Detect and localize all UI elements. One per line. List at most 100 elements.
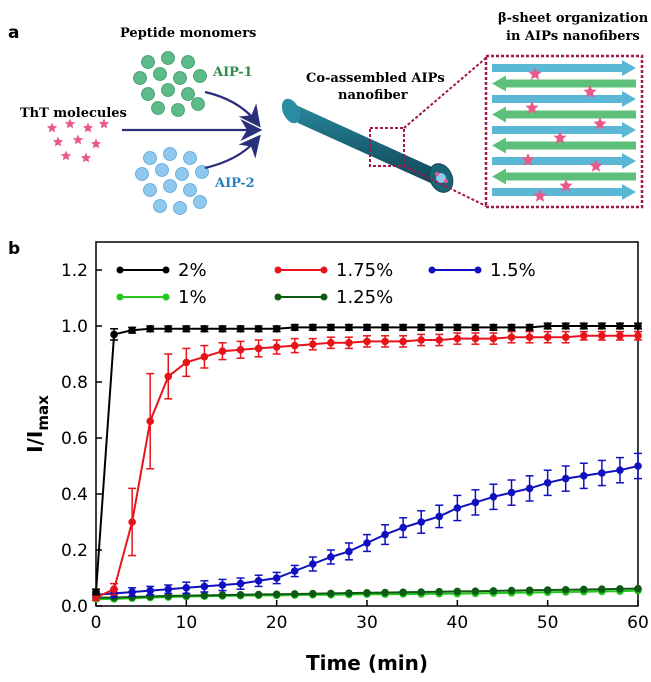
aip2-monomer: [183, 151, 197, 165]
legend-swatch-dot: [320, 293, 328, 301]
x-tick-label: 30: [356, 613, 378, 633]
legend-label: 1.75%: [336, 260, 393, 281]
data-point: [128, 518, 136, 526]
y-axis-title: I/Imax: [23, 395, 52, 453]
aip2-monomer: [173, 201, 187, 215]
data-point: [327, 339, 335, 347]
data-point: [598, 585, 606, 593]
data-point: [146, 586, 154, 595]
data-point: [381, 337, 389, 346]
data-point: [110, 585, 118, 593]
aip1-monomer: [141, 87, 155, 101]
data-point: [399, 323, 407, 332]
data-point: [580, 332, 588, 340]
data-point: [272, 343, 281, 351]
x-tick-label: 20: [266, 613, 288, 633]
data-point: [164, 585, 173, 593]
data-point: [435, 587, 444, 596]
data-point: [580, 322, 588, 330]
data-point: [561, 474, 570, 483]
data-point: [543, 479, 552, 487]
data-point: [309, 340, 317, 349]
data-point: [634, 332, 642, 340]
data-point: [507, 488, 516, 497]
tht-star-in-sheet: [553, 131, 567, 144]
tht-star-in-sheet: [533, 189, 547, 202]
data-point: [616, 466, 624, 475]
data-point: [254, 590, 263, 599]
data-point: [327, 589, 335, 598]
data-point: [435, 336, 444, 344]
data-point: [417, 323, 426, 332]
data-point: [218, 591, 227, 599]
data-point: [453, 504, 462, 512]
data-point: [236, 591, 245, 599]
nanofiber-icon: [281, 98, 454, 193]
aip2-monomer-cluster: [135, 147, 209, 215]
data-point: [525, 484, 534, 493]
aip2-monomer: [163, 147, 177, 161]
data-point: [634, 584, 642, 593]
aip2-monomer: [153, 199, 167, 213]
data-point: [471, 334, 480, 343]
legend-swatch-dot: [274, 266, 282, 274]
data-point: [236, 579, 245, 588]
beta-strand-left: [492, 168, 636, 185]
y-tick-label: 0.8: [61, 373, 88, 393]
data-point: [561, 333, 570, 342]
data-point: [254, 577, 263, 585]
data-point: [453, 323, 462, 332]
y-tick-label: 0.4: [61, 485, 88, 505]
tht-star: [90, 138, 102, 149]
data-point: [507, 586, 516, 595]
data-point: [309, 560, 317, 568]
data-point: [200, 582, 209, 591]
data-point: [381, 323, 389, 332]
x-tick-label: 50: [537, 613, 559, 633]
data-point: [435, 512, 444, 521]
y-tick-label: 0.2: [61, 541, 88, 561]
series-layer: [92, 322, 642, 603]
data-point: [272, 574, 281, 582]
legend-swatch-dot: [320, 266, 328, 274]
data-point: [525, 586, 534, 595]
data-point: [290, 341, 299, 350]
tht-star-in-sheet: [583, 85, 597, 98]
zoom-region-box: [369, 127, 405, 167]
data-point: [471, 587, 480, 595]
data-point: [525, 323, 534, 332]
data-point: [290, 590, 299, 598]
data-point: [399, 523, 407, 532]
legend-swatch-dot: [274, 293, 282, 301]
aip2-arrow: [204, 134, 261, 170]
legend-label: 2%: [178, 260, 207, 281]
data-point: [128, 326, 136, 335]
data-point: [309, 323, 317, 332]
data-point: [616, 332, 624, 340]
data-point: [327, 553, 335, 561]
tht-star-in-sheet: [521, 153, 535, 166]
legend-label: 1.5%: [490, 260, 536, 281]
aip2-monomer: [135, 167, 149, 181]
beta-sheet-label-line2: in AIPs nanofibers: [506, 29, 640, 44]
data-point: [489, 587, 498, 595]
tht-star: [80, 152, 92, 163]
data-point: [363, 539, 371, 547]
panel-b: b 0 10 20 30 40 50 60 0.0 0.2 0.4 0.6 0.8 1.0 1.2 2% 1…: [8, 239, 649, 675]
data-point: [363, 589, 371, 597]
data-point: [381, 530, 389, 539]
aip1-monomer: [141, 55, 155, 69]
tht-star-in-sheet: [559, 179, 573, 192]
data-point: [254, 325, 263, 333]
legend-swatch-dot: [474, 266, 482, 274]
data-point: [616, 585, 624, 593]
aip2-label: AIP-2: [214, 176, 255, 191]
data-point: [182, 358, 191, 367]
data-point: [489, 323, 498, 332]
aip1-monomer: [173, 71, 187, 85]
data-point: [290, 567, 299, 575]
data-point: [236, 325, 245, 333]
aip1-monomer: [171, 103, 185, 117]
tht-star: [46, 122, 58, 133]
zoom-line-bottom: [403, 165, 487, 207]
